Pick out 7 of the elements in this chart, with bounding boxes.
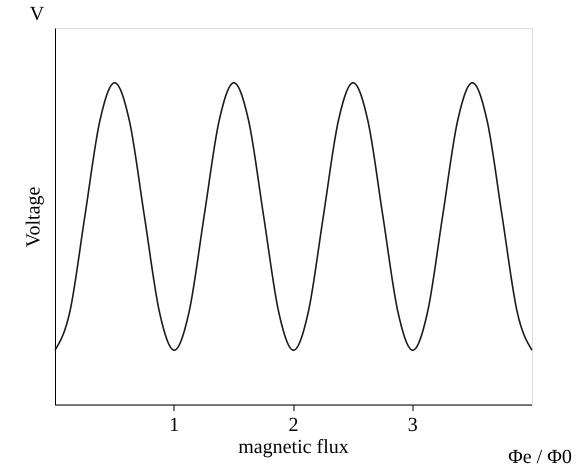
text: V (30, 3, 45, 25)
y-axis-title: Voltage (22, 186, 44, 248)
x-tick-label: 2 (288, 414, 298, 436)
x-tick-label: 1 (169, 414, 180, 436)
text: Φe / Φ0 (508, 446, 572, 468)
x-axis-title: magnetic flux (238, 436, 349, 458)
x-tick-label: 3 (408, 414, 418, 436)
